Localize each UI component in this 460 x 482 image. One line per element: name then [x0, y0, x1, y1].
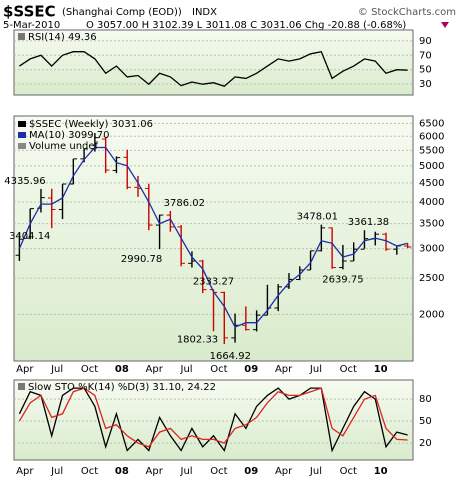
y-tick-label: 30 — [419, 79, 432, 90]
annotation: 2333.27 — [193, 276, 234, 287]
x-tick-label: Oct — [340, 466, 357, 477]
series-line — [19, 50, 408, 88]
x-tick-label: Jul — [180, 466, 193, 477]
y-tick-label: 50 — [419, 416, 432, 427]
y-tick-label: 90 — [419, 36, 432, 47]
panel-title: Slow STO %K(14) %D(3) 31.10, 24.22 — [28, 382, 216, 393]
y-tick-label: 4500 — [419, 178, 444, 189]
x-tick-label: Jul — [180, 364, 193, 375]
date: 5-Mar-2010 — [3, 20, 60, 31]
down-arrow — [441, 22, 449, 28]
y-tick-label: 20 — [419, 438, 432, 449]
x-tick-label: 10 — [374, 466, 388, 477]
annotation: 1664.92 — [210, 351, 251, 362]
x-tick-label: 09 — [244, 466, 258, 477]
x-tick-label: 08 — [115, 466, 129, 477]
x-tick-label: Oct — [210, 466, 227, 477]
x-tick-label: 10 — [374, 364, 388, 375]
symbol: $SSEC — [3, 3, 56, 21]
y-tick-label: 5000 — [419, 161, 444, 172]
x-tick-label: Jul — [309, 466, 322, 477]
y-tick-label: 2500 — [419, 273, 444, 284]
annotation: 3478.01 — [297, 212, 338, 223]
x-tick-label: Oct — [81, 364, 98, 375]
y-tick-label: 3000 — [419, 244, 444, 255]
x-tick-label: Apr — [275, 466, 293, 477]
annotation: 3786.02 — [164, 198, 205, 209]
annotation: 2639.75 — [322, 274, 363, 285]
quote: O 3057.00 H 3102.39 L 3011.08 C 3031.06 … — [86, 20, 406, 31]
x-tick-label: Oct — [340, 364, 357, 375]
x-tick-label: Jul — [50, 466, 63, 477]
series-line — [18, 146, 408, 328]
x-tick-label: 09 — [244, 364, 258, 375]
y-tick-label: 2000 — [419, 309, 444, 320]
legend-swatch — [18, 143, 26, 149]
source: © StockCharts.com — [358, 7, 456, 18]
legend-swatch — [18, 121, 26, 127]
series-line — [18, 387, 408, 448]
x-tick-label: Apr — [16, 364, 34, 375]
y-tick-label: 80 — [419, 394, 432, 405]
y-tick-label: 50 — [419, 65, 432, 76]
x-tick-label: Apr — [275, 364, 293, 375]
name: (Shanghai Comp (EOD)) — [62, 7, 182, 18]
legend-entry: MA(10) 3099.70 — [29, 130, 110, 141]
annotation: 3361.38 — [348, 217, 389, 228]
x-tick-label: Oct — [210, 364, 227, 375]
y-tick-label: 4000 — [419, 197, 444, 208]
x-tick-label: Apr — [16, 466, 34, 477]
x-tick-label: 08 — [115, 364, 129, 375]
annotation: 4335.96 — [4, 176, 45, 187]
x-tick-label: Apr — [146, 466, 164, 477]
y-tick-label: 6500 — [419, 118, 444, 129]
legend-swatch — [18, 132, 26, 138]
panel-title: RSI(14) 49.36 — [28, 32, 97, 43]
x-tick-label: Oct — [81, 466, 98, 477]
annotation: 1802.33 — [177, 334, 218, 345]
annotation: 2990.78 — [121, 254, 162, 265]
x-tick-label: Jul — [50, 364, 63, 375]
x-tick-label: Apr — [146, 364, 164, 375]
title-icon — [18, 383, 25, 390]
legend-entry: $SSEC (Weekly) 3031.06 — [29, 119, 153, 130]
exchange: INDX — [192, 7, 217, 18]
annotation: 3404.14 — [9, 231, 50, 242]
y-tick-label: 70 — [419, 50, 432, 61]
x-tick-label: Jul — [309, 364, 322, 375]
y-tick-label: 6000 — [419, 131, 444, 142]
title-icon — [18, 33, 25, 40]
legend-entry: Volume undef — [29, 141, 99, 152]
y-tick-label: 5500 — [419, 145, 444, 156]
y-tick-label: 3500 — [419, 219, 444, 230]
